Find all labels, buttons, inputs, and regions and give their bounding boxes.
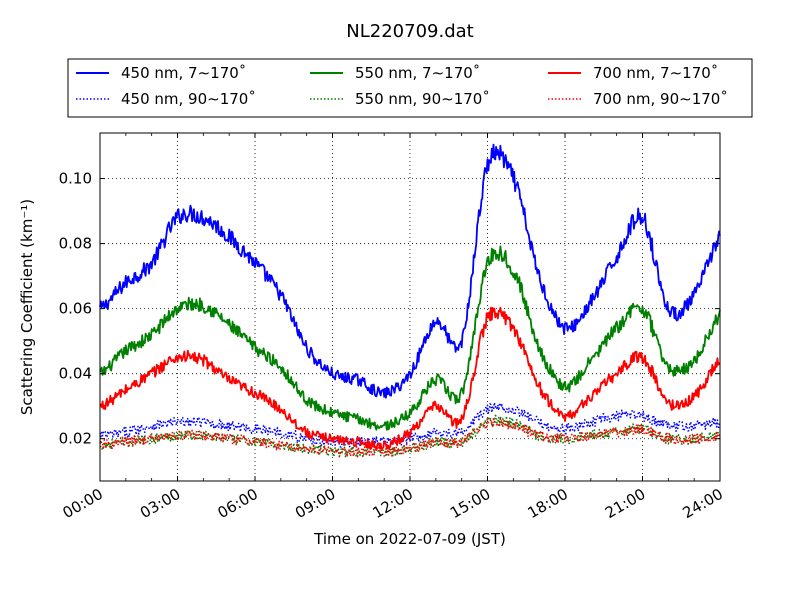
series-line [99,306,721,451]
y-tick-label: 0.04 [59,365,92,383]
series-line [99,401,721,449]
series-line [99,143,721,399]
legend-frame [67,58,753,118]
legend-label: 450 nm, 7∼170˚ [121,64,246,82]
legend-label: 550 nm, 7∼170˚ [355,64,480,82]
y-tick-label: 0.10 [59,170,92,188]
series-line [99,245,721,431]
y-tick-label: 0.06 [59,300,92,318]
legend-label: 550 nm, 90∼170˚ [355,90,490,108]
x-axis-label: Time on 2022-07-09 (JST) [313,530,506,548]
y-axis-label: Scattering Coefficient (km⁻¹) [18,199,36,415]
chart-title: NL220709.dat [346,21,473,42]
y-tick-label: 0.08 [59,235,92,253]
y-tick-label: 0.02 [59,430,92,448]
series-layer [99,143,721,458]
legend-label: 700 nm, 90∼170˚ [593,90,728,108]
legend-label: 700 nm, 7∼170˚ [593,64,718,82]
legend-label: 450 nm, 90∼170˚ [121,90,256,108]
legend: 450 nm, 7∼170˚ 550 nm, 7∼170˚ 700 nm, 7∼17… [67,58,753,118]
